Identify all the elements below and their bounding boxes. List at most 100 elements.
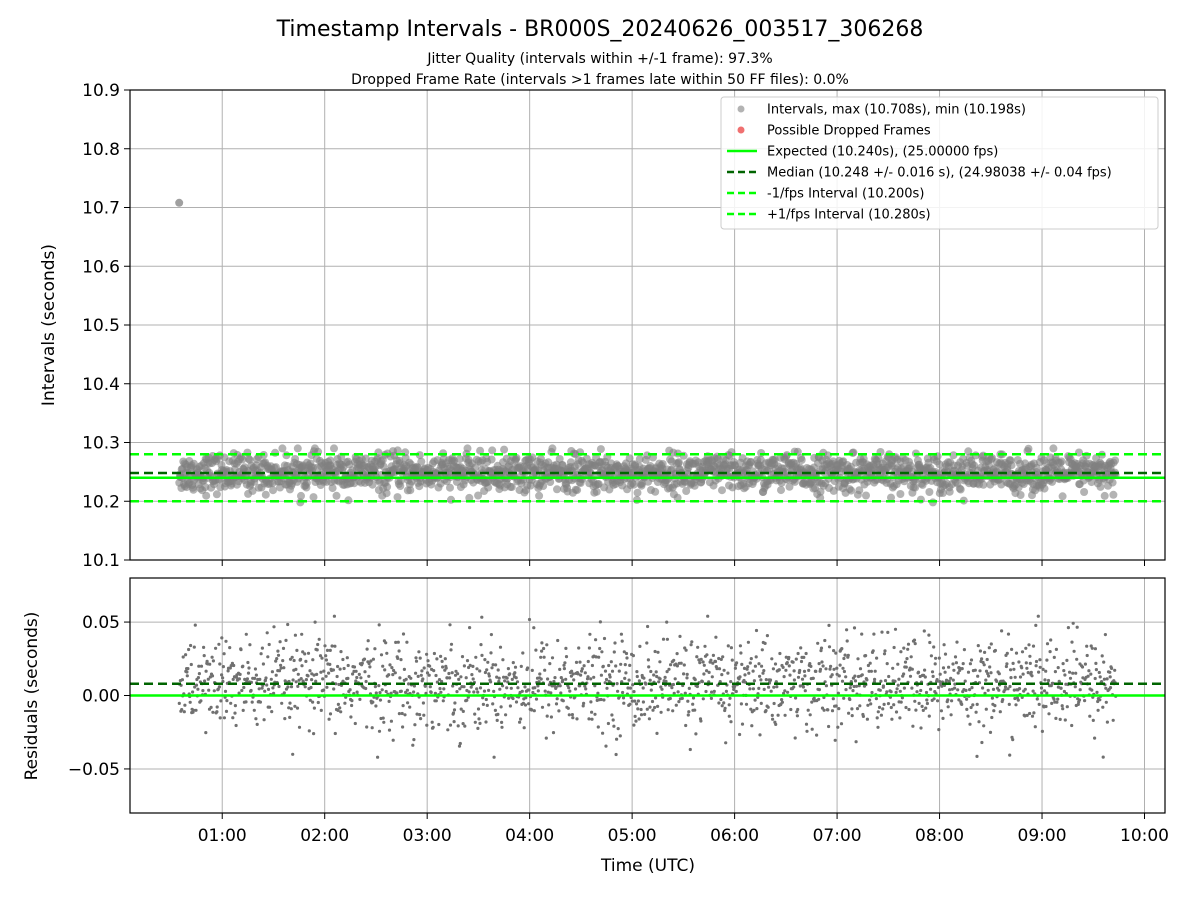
residual-point [210,674,215,678]
interval-point [332,491,341,500]
residual-point [633,699,637,703]
residual-point [977,720,981,724]
residual-point [927,633,931,637]
residual-point [633,714,637,719]
residual-point [819,649,823,653]
residual-point [586,675,590,679]
residual-point [656,704,660,709]
residual-point [906,647,910,651]
residual-point [294,680,298,684]
residual-point [520,689,524,693]
residual-point [339,650,343,654]
residual-point [476,707,481,711]
residual-point [493,708,497,713]
interval-point [635,455,644,464]
residual-point [1087,669,1091,673]
residual-point [511,696,515,701]
residual-point [954,661,959,665]
interval-point [488,446,497,455]
interval-point [278,444,287,453]
residual-point [536,684,540,688]
residual-point [300,664,304,668]
residual-point [988,665,992,669]
residual-point [976,674,980,678]
residual-point [1027,643,1031,647]
residual-point [1096,708,1100,712]
residual-point [679,661,683,665]
residual-point [763,641,767,646]
interval-point [862,491,870,500]
residual-point [373,647,377,651]
residual-point [239,648,243,652]
x-tick-label: 07:00 [813,826,862,846]
residual-point [540,649,544,653]
residual-point [491,663,495,667]
residual-point [412,690,416,694]
residual-point [267,642,271,647]
interval-point [328,484,337,493]
residual-point [824,667,828,671]
residual-point [819,646,824,650]
x-tick-label: 09:00 [1018,826,1067,846]
residual-point [396,640,400,644]
residual-point [817,662,821,666]
residual-point [1088,714,1092,718]
residual-point [237,691,241,695]
residual-point [759,701,763,706]
residual-point [687,686,691,691]
residual-point [471,677,475,681]
residual-point [1012,688,1016,692]
residual-point [554,702,559,706]
residual-point [1098,675,1102,679]
residual-point [478,721,482,726]
residual-point [187,647,191,652]
residual-point [270,670,274,674]
residual-point [562,667,567,671]
residual-point [610,669,615,673]
residual-point [1038,658,1042,662]
residual-point [254,673,258,677]
residual-point [805,729,809,733]
residual-point [623,663,627,667]
residual-point [498,645,503,649]
residual-point [280,701,284,705]
residual-point [644,682,648,686]
residual-point [762,687,766,692]
residual-point [429,690,433,695]
residual-point [197,672,201,676]
residual-point [281,646,286,651]
residual-point [833,738,837,742]
residual-point [1068,670,1072,674]
residual-point [728,696,732,700]
residual-point [427,673,431,677]
residual-point [484,720,488,724]
interval-point [592,487,601,496]
residual-point [932,645,936,649]
residual-point [374,704,378,708]
top-y-tick-label: 10.7 [82,199,120,219]
residual-point [316,700,320,705]
residual-point [832,667,836,671]
residual-point [465,659,470,663]
residual-point [555,697,559,701]
legend-entry-minus-fps: -1/fps Interval (10.200s) [767,187,924,202]
residual-point [712,689,716,694]
interval-point [896,490,905,498]
residual-point [596,725,600,729]
residual-point [295,706,300,710]
bottom-y-tick-label: 0.05 [82,613,120,633]
residual-point [636,707,640,711]
residual-point [799,659,804,664]
residual-point [402,667,406,672]
residual-point [543,689,547,693]
residual-point [907,707,911,712]
residual-point [533,686,537,690]
residual-point [593,712,597,716]
residual-point [328,648,332,653]
residual-point [426,659,430,663]
residual-point [495,675,499,679]
residual-point [951,662,955,666]
residual-point [242,685,246,690]
residual-point [711,653,716,658]
